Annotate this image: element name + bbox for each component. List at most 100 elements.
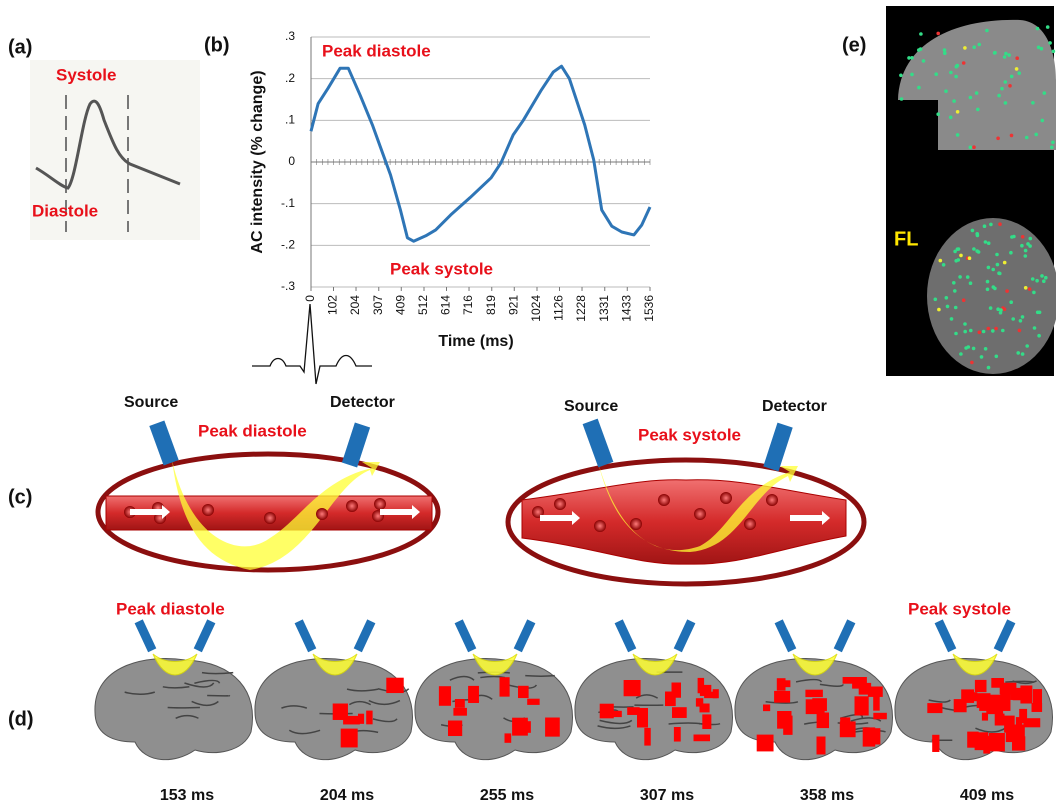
optode-dot — [1033, 326, 1037, 330]
optode-dot — [1005, 289, 1009, 293]
optode-dot — [982, 330, 986, 334]
optode-dot — [952, 99, 956, 103]
optode-dot — [1000, 87, 1004, 91]
optode-dot — [955, 65, 959, 69]
optode-dot — [970, 361, 974, 365]
optode-dot — [934, 298, 938, 302]
x-tick-label: 1126 — [552, 295, 566, 321]
probe — [763, 423, 792, 472]
probe — [354, 619, 376, 652]
optode-dot — [978, 43, 982, 47]
probe — [295, 619, 317, 652]
activation — [696, 698, 703, 706]
optode-dot — [919, 32, 923, 36]
activation — [989, 733, 1005, 751]
annotation: Detector — [330, 394, 395, 411]
annotation: FL — [894, 228, 918, 250]
optode-dot — [980, 355, 984, 359]
optode-dot — [975, 91, 979, 95]
optode-dot — [1015, 56, 1019, 60]
optode-dot — [922, 59, 926, 63]
activation — [341, 729, 358, 748]
activation — [1019, 709, 1027, 723]
annotation: Peak diastole — [322, 41, 431, 60]
x-tick-label: 1228 — [574, 295, 588, 322]
optode-dot — [1037, 334, 1041, 338]
optode-dot — [952, 281, 956, 285]
blood-cell — [346, 500, 358, 512]
blood-cell — [630, 518, 642, 530]
optode-dot — [998, 272, 1002, 276]
blood-cell — [720, 492, 732, 504]
optode-dot — [950, 317, 954, 321]
optode-dot — [969, 329, 973, 333]
optode-dot — [1044, 276, 1048, 280]
blood-cell — [744, 518, 756, 530]
optode-dot — [1035, 279, 1039, 283]
x-tick-label: 409 — [393, 295, 407, 315]
optode-dot — [995, 253, 999, 257]
panel-d: Peak diastole Peak systole 153 ms204 ms2… — [95, 599, 1053, 804]
optode-dot — [1025, 344, 1029, 348]
optode-dot — [995, 355, 999, 359]
optode-dot — [1009, 300, 1013, 304]
activation — [333, 704, 348, 720]
optode-dot — [972, 347, 976, 351]
optode-dot — [984, 240, 988, 244]
optode-dot — [1020, 244, 1024, 248]
activation — [872, 728, 880, 744]
activation — [518, 686, 529, 698]
optode-dot — [1042, 279, 1046, 283]
optode-dot — [989, 223, 993, 227]
optode-dot — [958, 275, 962, 279]
optode-dot — [1003, 55, 1007, 59]
blood-cell — [658, 494, 670, 506]
activation — [774, 691, 790, 703]
optode-dot — [986, 280, 990, 284]
optode-dot — [1029, 237, 1033, 241]
probe — [834, 619, 856, 652]
optode-dot — [1046, 25, 1050, 29]
activation — [455, 699, 465, 708]
optode-dot — [956, 133, 960, 137]
blood-cell — [594, 520, 606, 532]
blood-cell — [202, 504, 214, 516]
y-tick-label: .1 — [285, 113, 295, 127]
optode-dot — [1040, 47, 1044, 51]
annotation: Source — [124, 394, 178, 411]
optode-dot — [987, 327, 991, 331]
activation — [700, 685, 711, 696]
probe — [674, 619, 696, 652]
optode-dot — [1019, 319, 1023, 323]
probe — [514, 619, 536, 652]
optode-dot — [1024, 254, 1028, 258]
activation — [627, 707, 639, 715]
optode-dot — [944, 89, 948, 93]
probe — [194, 619, 216, 652]
optode-dot — [1003, 261, 1007, 265]
panel-label: (b) — [204, 34, 230, 56]
activation — [644, 728, 650, 746]
optode-dot — [996, 307, 1000, 311]
panel-label: (c) — [8, 486, 32, 508]
optode-dot — [978, 331, 982, 335]
y-tick-label: .2 — [285, 71, 295, 85]
optode-dot — [1021, 235, 1025, 239]
activation — [932, 735, 939, 752]
activation — [805, 690, 822, 697]
y-tick-label: -.1 — [281, 196, 295, 210]
probe — [342, 423, 370, 468]
optode-dot — [967, 345, 971, 349]
activation — [505, 733, 512, 742]
optode-dot — [1004, 52, 1008, 56]
optode-dot — [956, 110, 960, 114]
activation — [961, 689, 974, 703]
activation — [975, 732, 989, 750]
optode-dot — [991, 329, 995, 333]
x-axis-label: Time (ms) — [438, 333, 513, 350]
optode-dot — [1024, 286, 1028, 290]
optode-dot — [954, 332, 958, 336]
optode-dot — [900, 97, 904, 101]
activation — [605, 711, 622, 717]
optode-dot — [1001, 329, 1005, 333]
